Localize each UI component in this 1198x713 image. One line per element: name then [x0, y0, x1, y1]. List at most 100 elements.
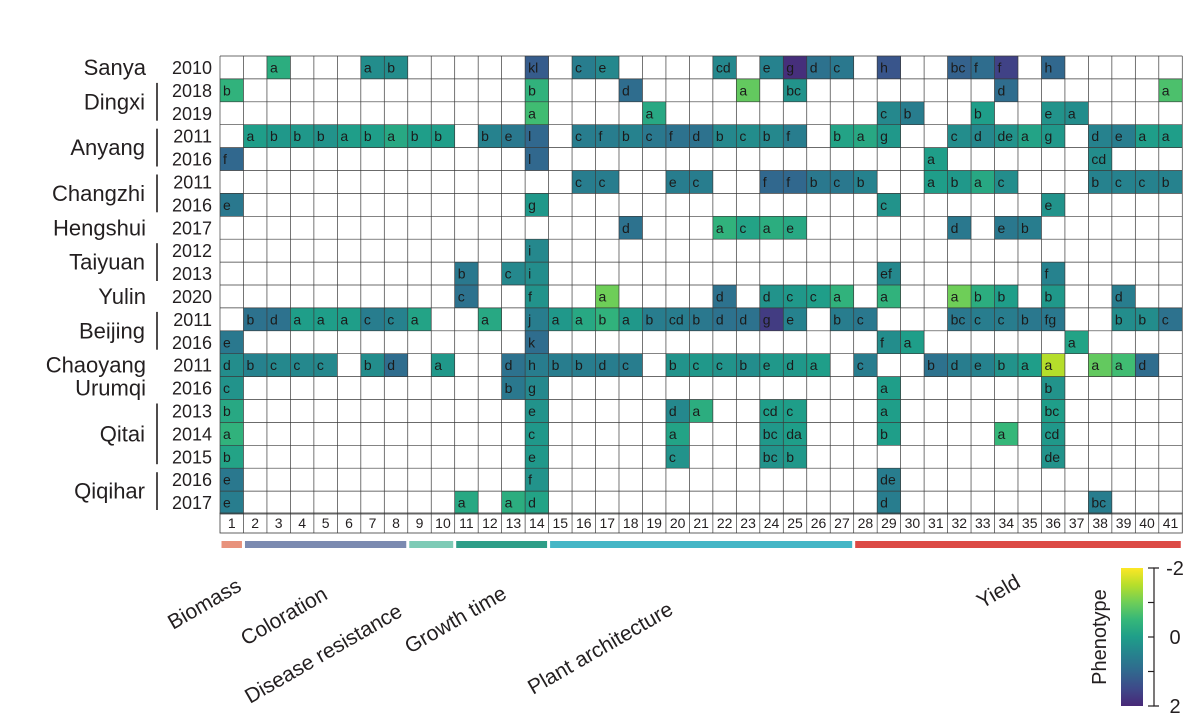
- heatmap-cell: [266, 56, 291, 79]
- cell-letter: j: [527, 311, 531, 327]
- heatmap-cell: [877, 399, 901, 423]
- heatmap-grid: [219, 55, 1183, 515]
- cell-letter: bc: [763, 426, 778, 442]
- cell-letter: d: [716, 311, 724, 327]
- column-number-label: 2: [251, 515, 259, 531]
- cell-letter: fg: [1044, 311, 1056, 327]
- row-year-label: 2017: [172, 493, 212, 513]
- row-year-label: 2015: [172, 447, 212, 467]
- heatmap-cell: [806, 56, 831, 79]
- column-number-label: 17: [599, 515, 615, 531]
- column-number-label: 20: [670, 515, 686, 531]
- heatmap-cell: [501, 124, 526, 148]
- heatmap-cell: [266, 124, 291, 148]
- heatmap-cell: [1111, 124, 1136, 148]
- cell-letter: b: [411, 128, 419, 144]
- cell-letter: c: [458, 288, 465, 304]
- heatmap-cell: [783, 170, 807, 194]
- cell-letter: d: [599, 357, 607, 373]
- heatmap-cell: [618, 216, 643, 240]
- heatmap-cell: [783, 445, 807, 469]
- cell-letter: c: [833, 59, 840, 75]
- heatmap-cell: [947, 170, 972, 194]
- column-number-label: 10: [435, 515, 451, 531]
- column-number-label: 12: [482, 515, 498, 531]
- cell-letter: a: [998, 426, 1006, 442]
- cell-letter: f: [599, 128, 603, 144]
- cell-letter: d: [270, 311, 278, 327]
- column-number-label: 26: [811, 515, 827, 531]
- cell-letter: a: [739, 82, 747, 98]
- category-label: Coloration: [237, 583, 331, 651]
- row-year-label: 2013: [172, 264, 212, 284]
- cell-letter: b: [1091, 174, 1099, 190]
- cell-letter: c: [880, 197, 887, 213]
- heatmap-cell: [736, 353, 760, 377]
- heatmap-cell: [454, 262, 479, 285]
- cell-letter: d: [739, 311, 747, 327]
- heatmap-cell: [712, 285, 737, 308]
- heatmap-cell: [665, 170, 690, 194]
- heatmap-cell: [971, 353, 995, 377]
- heatmap-cell: [806, 285, 831, 308]
- cell-letter: c: [786, 403, 793, 419]
- column-number-label: 15: [553, 515, 569, 531]
- heatmap-cell: [525, 353, 549, 377]
- column-number-label: 40: [1139, 515, 1155, 531]
- cell-letter: c: [645, 128, 652, 144]
- heatmap-cell: [759, 170, 784, 194]
- column-number-label: 39: [1116, 515, 1132, 531]
- heatmap-cell: [806, 170, 831, 194]
- heatmap-cell: [642, 124, 666, 148]
- cell-letter: b: [998, 357, 1006, 373]
- cell-letter: a: [716, 220, 724, 236]
- heatmap-cell: [595, 170, 619, 194]
- heatmap-cell: [1158, 170, 1183, 194]
- cell-letter: a: [880, 288, 888, 304]
- column-number-label: 5: [322, 515, 330, 531]
- cell-letter: c: [622, 357, 629, 373]
- heatmap-cell: [853, 307, 878, 331]
- heatmap-cell: [853, 124, 878, 148]
- cell-letter: d: [974, 128, 982, 144]
- row-location-label: Qiqihar: [74, 479, 145, 504]
- cell-letter: b: [246, 357, 254, 373]
- heatmap-cell: [266, 353, 291, 377]
- column-number-label: 41: [1163, 515, 1179, 531]
- heatmap-cell: [431, 353, 455, 377]
- cell-letter: f: [974, 59, 978, 75]
- heatmap-cell: [220, 78, 244, 102]
- heatmap-cell: [971, 124, 995, 148]
- cell-letter: c: [1115, 174, 1122, 190]
- cell-letter: a: [246, 128, 254, 144]
- row-labels: 2010201820192011201620112016201720122013…: [46, 55, 212, 513]
- cell-letter: c: [575, 174, 582, 190]
- cell-letter: b: [904, 105, 912, 121]
- heatmap-cell: [736, 216, 760, 240]
- cell-letter: a: [411, 311, 419, 327]
- cell-letter: de: [998, 128, 1014, 144]
- cell-letter: c: [998, 311, 1005, 327]
- heatmap-cell: [595, 353, 619, 377]
- column-number-label: 3: [275, 515, 283, 531]
- cell-letter: c: [528, 426, 535, 442]
- heatmap-cell: [712, 216, 737, 240]
- column-number-label: 38: [1092, 515, 1108, 531]
- cell-letter: e: [528, 403, 536, 419]
- cell-letter: c: [739, 220, 746, 236]
- heatmap-cell: [665, 353, 690, 377]
- cell-letter: d: [763, 288, 771, 304]
- heatmap-cell: [313, 124, 338, 148]
- column-number-label: 1: [228, 515, 236, 531]
- column-labels: 1 2 3 4 5 6 7 8 9 10 11 12 13 14 15 16 17 18 19 20 21 22 23 24 2…: [219, 512, 1183, 534]
- cell-letter: c: [575, 59, 582, 75]
- cell-letter: l: [528, 151, 531, 167]
- heatmap-cell: [1041, 56, 1065, 79]
- heatmap-cell: [454, 491, 479, 514]
- heatmap-cell: [1088, 491, 1112, 514]
- heatmap-cell: [736, 307, 760, 331]
- cell-letter: a: [622, 311, 630, 327]
- cell-letter: bc: [786, 82, 801, 98]
- column-number-label: 27: [834, 515, 850, 531]
- heatmap-cell: [1111, 285, 1136, 308]
